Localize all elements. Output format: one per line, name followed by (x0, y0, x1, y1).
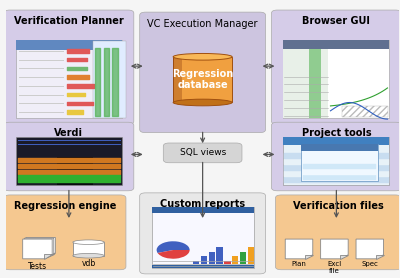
Ellipse shape (73, 254, 104, 258)
FancyBboxPatch shape (152, 265, 254, 268)
Bar (248, 247, 254, 264)
FancyBboxPatch shape (276, 195, 400, 270)
Text: VC Execution Manager: VC Execution Manager (147, 19, 258, 29)
Polygon shape (23, 239, 52, 259)
Polygon shape (305, 255, 313, 259)
Polygon shape (376, 255, 384, 259)
Polygon shape (44, 254, 52, 259)
Text: Tests: Tests (28, 262, 47, 271)
Text: Verification Planner: Verification Planner (14, 16, 124, 26)
FancyBboxPatch shape (140, 12, 266, 133)
FancyBboxPatch shape (301, 144, 378, 182)
Polygon shape (285, 239, 313, 259)
FancyBboxPatch shape (272, 10, 400, 124)
Wedge shape (158, 250, 190, 259)
FancyBboxPatch shape (272, 122, 400, 191)
Polygon shape (24, 238, 54, 258)
FancyBboxPatch shape (163, 143, 242, 163)
Polygon shape (173, 57, 232, 103)
Polygon shape (26, 237, 55, 257)
Polygon shape (73, 242, 104, 256)
Text: Verification files: Verification files (293, 201, 384, 211)
FancyBboxPatch shape (16, 40, 122, 50)
FancyBboxPatch shape (16, 40, 122, 118)
Text: Browser GUI: Browser GUI (302, 16, 370, 26)
FancyBboxPatch shape (57, 157, 92, 185)
Polygon shape (47, 253, 55, 257)
FancyBboxPatch shape (140, 193, 266, 274)
Text: Project tools: Project tools (302, 128, 371, 138)
Bar (232, 256, 238, 264)
Bar (201, 256, 207, 264)
FancyBboxPatch shape (301, 144, 378, 151)
Text: Verdi: Verdi (54, 128, 84, 138)
Text: Excl
file: Excl file (327, 261, 342, 274)
FancyBboxPatch shape (283, 136, 390, 145)
FancyBboxPatch shape (152, 207, 254, 268)
Text: SQL views: SQL views (180, 148, 226, 157)
Text: Spec: Spec (361, 261, 378, 267)
FancyBboxPatch shape (16, 136, 122, 185)
FancyBboxPatch shape (283, 40, 390, 49)
Text: Plan: Plan (292, 261, 306, 267)
Text: Regression engine: Regression engine (14, 201, 116, 211)
Ellipse shape (73, 240, 104, 244)
Ellipse shape (173, 53, 232, 60)
Bar (224, 261, 230, 264)
Wedge shape (157, 241, 190, 253)
Bar (240, 252, 246, 264)
FancyBboxPatch shape (309, 40, 321, 118)
FancyBboxPatch shape (4, 10, 134, 124)
Text: Regression
database: Regression database (172, 69, 233, 90)
Bar (216, 247, 223, 264)
Bar (208, 252, 215, 264)
Polygon shape (173, 57, 182, 103)
FancyBboxPatch shape (92, 41, 126, 118)
FancyBboxPatch shape (283, 40, 390, 118)
FancyBboxPatch shape (4, 195, 126, 270)
Polygon shape (356, 239, 384, 259)
FancyBboxPatch shape (283, 40, 328, 118)
Polygon shape (340, 255, 348, 259)
Polygon shape (46, 254, 54, 258)
Bar (193, 261, 199, 264)
Text: Custom reports: Custom reports (160, 199, 245, 209)
Ellipse shape (173, 99, 232, 106)
FancyBboxPatch shape (152, 207, 254, 213)
FancyBboxPatch shape (283, 136, 390, 185)
Text: vdb: vdb (82, 259, 96, 268)
Polygon shape (321, 239, 348, 259)
FancyBboxPatch shape (4, 122, 134, 191)
